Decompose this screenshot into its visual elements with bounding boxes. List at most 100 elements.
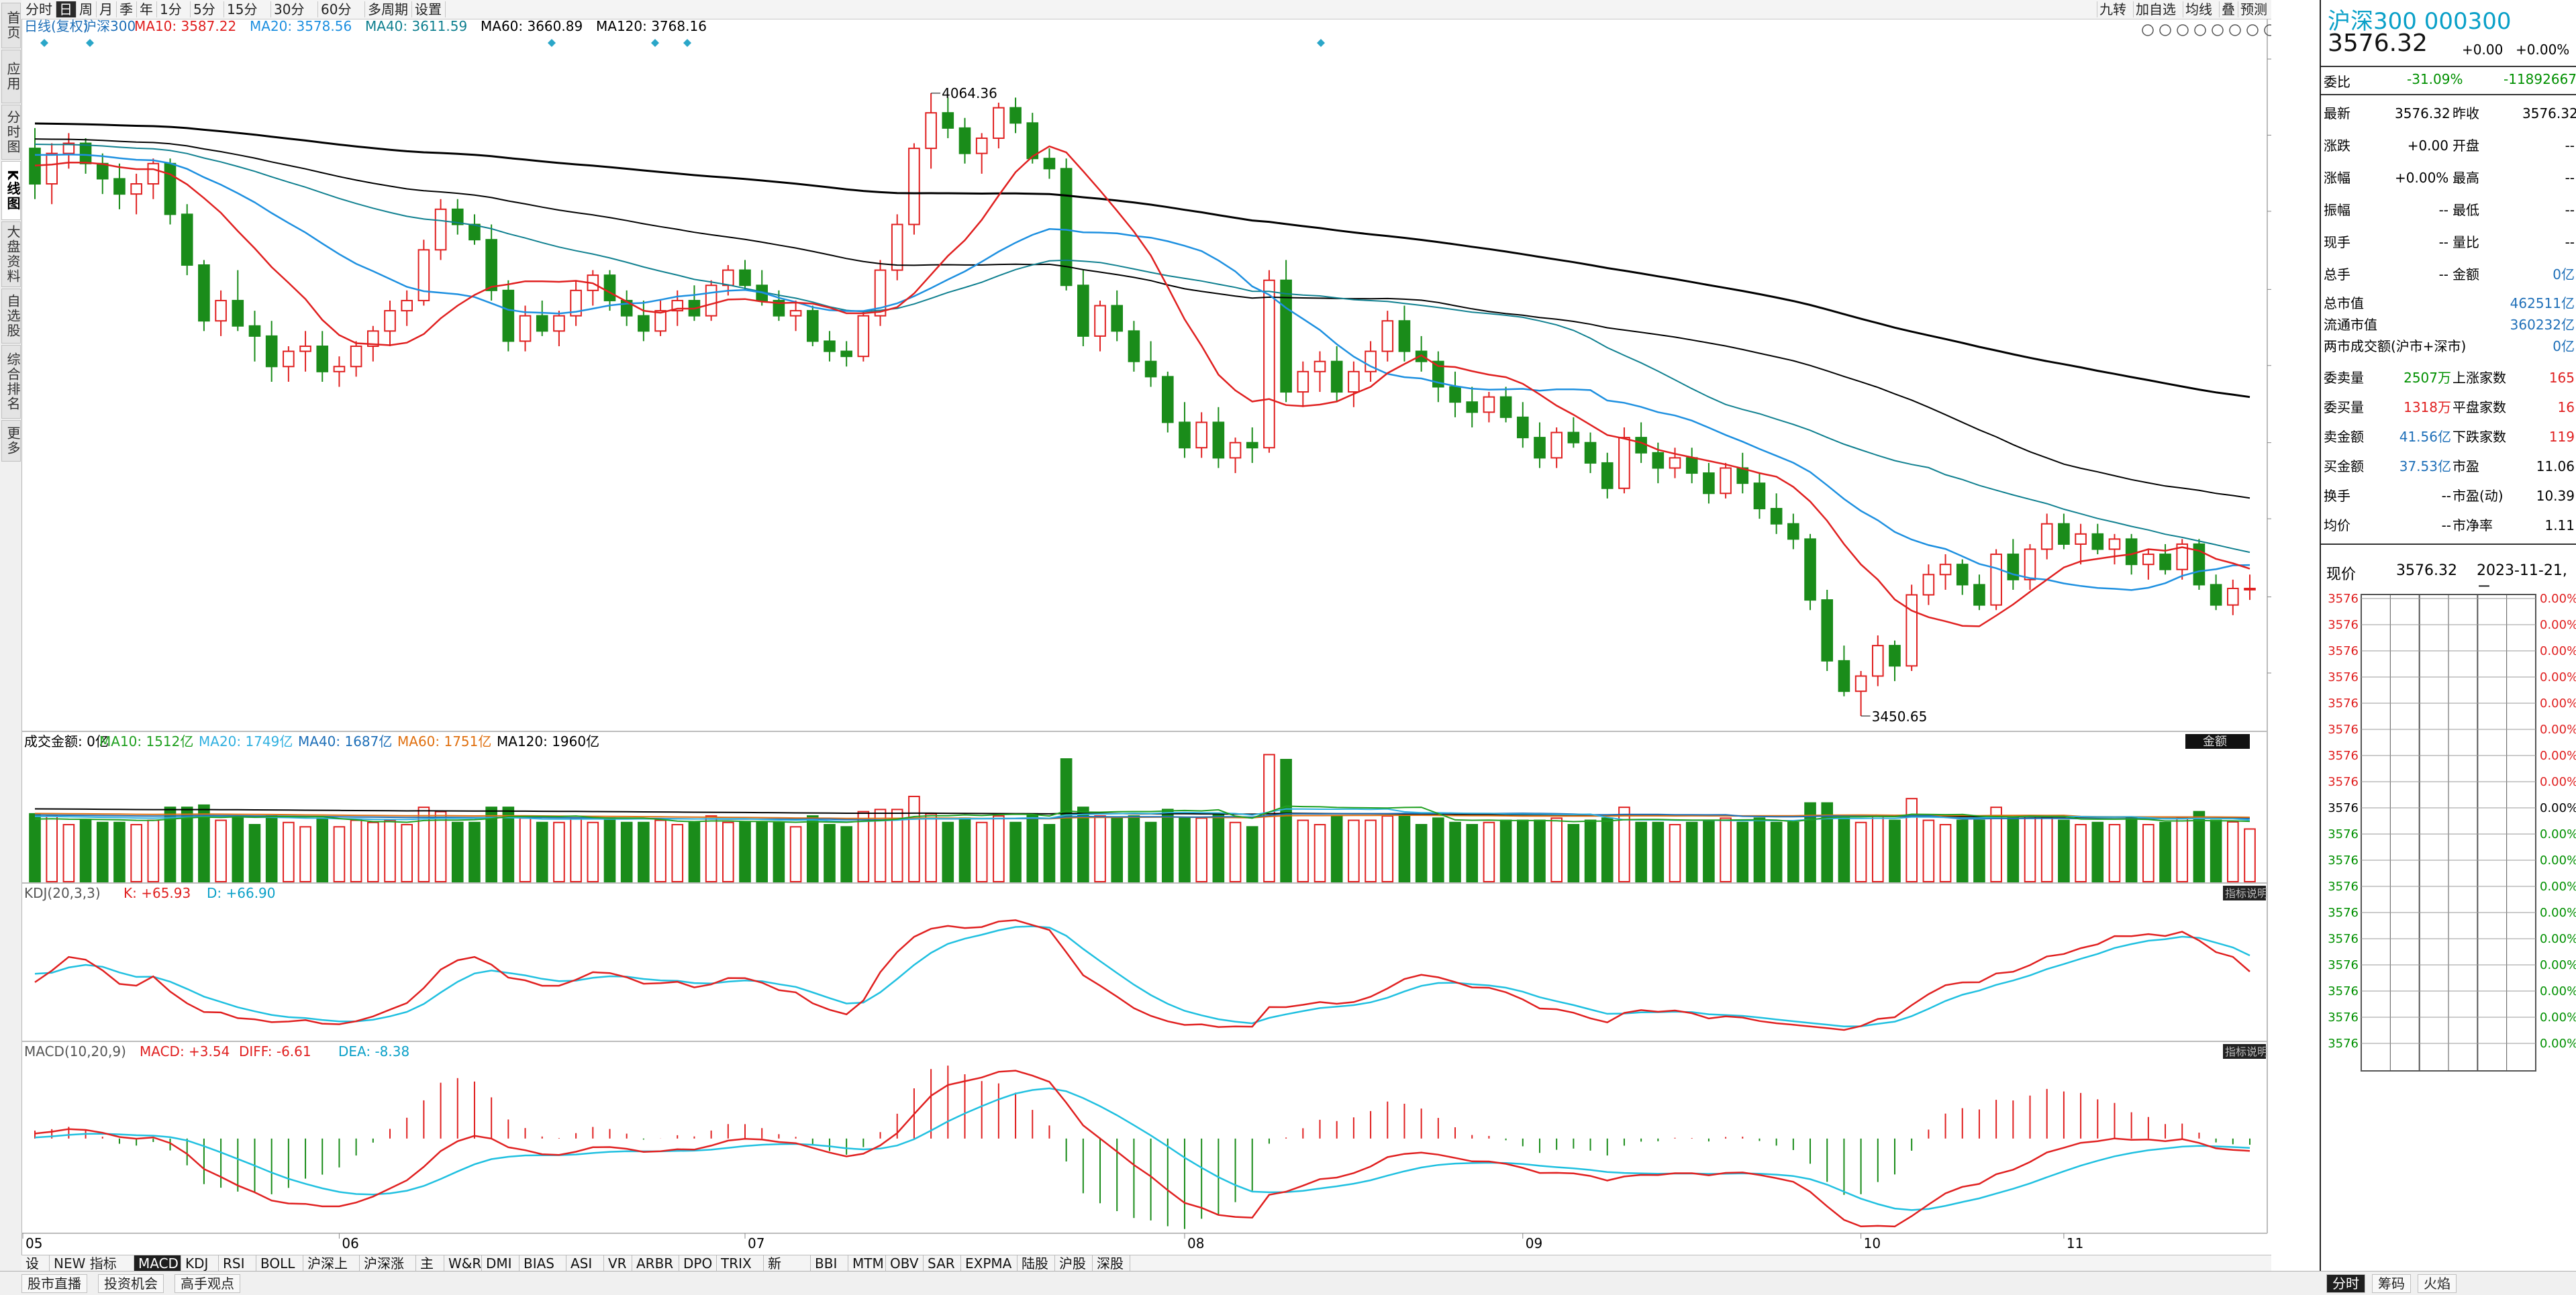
indicator-tab-19[interactable]: MTM (848, 1255, 886, 1272)
macd-help-tag[interactable] (2223, 1044, 2266, 1059)
mini-left-label: 3576 (2328, 880, 2359, 894)
volume-bar (1415, 824, 1428, 882)
candle-body (1601, 462, 1614, 489)
indicator-tab-8[interactable]: 主力 (416, 1255, 444, 1288)
indicator-tab-1[interactable]: NEW 指标广场 (50, 1255, 134, 1288)
indicator-tab-5[interactable]: BOLL (256, 1255, 303, 1272)
quote-row-value: +0.00 (2407, 138, 2448, 154)
period-tab-5[interactable]: 年 (137, 1, 157, 17)
chart-option-button-3[interactable]: 叠 (2219, 1, 2240, 17)
footer-right-tab-0[interactable]: 分时 (2326, 1274, 2365, 1293)
candle-body (2244, 587, 2256, 590)
kline-chart-svg[interactable]: 4098402339483871379637203645356834934064… (21, 18, 2324, 1255)
pane-header-item: MA20: 3578.56 (250, 19, 352, 34)
eye-icon[interactable] (2142, 24, 2154, 36)
nav-item-2[interactable]: 分时图 (1, 105, 21, 160)
indicator-tab-6[interactable]: 沪深上涨数 (303, 1255, 360, 1288)
quote-row-value: +0.00% (2395, 170, 2449, 186)
indicator-tab-25[interactable]: 深股通 (1093, 1255, 1130, 1288)
nav-item-1[interactable]: 应用 (1, 50, 21, 103)
indicator-tab-16[interactable]: TRIX (717, 1255, 764, 1272)
volume-bar (553, 821, 565, 883)
footer-right-tab-1[interactable]: 筹码 (2372, 1274, 2411, 1293)
footer-tab-1[interactable]: 投资机会 (98, 1274, 164, 1293)
chart-option-button-2[interactable]: 均线 (2183, 1, 2221, 17)
candle-body (1263, 279, 1275, 449)
period-tab-1[interactable]: 日 (56, 1, 77, 17)
nav-item-7[interactable]: 更多 (1, 420, 21, 462)
chart-option-button-4[interactable]: 预测 (2238, 1, 2276, 17)
indicator-tab-9[interactable]: W&R (444, 1255, 482, 1272)
mini-price: 3576.32 (2396, 562, 2457, 579)
period-tab-3[interactable]: 月 (97, 1, 117, 17)
period-tab-7[interactable]: 5分 (191, 1, 224, 17)
indicator-tab-4[interactable]: RSI (219, 1255, 256, 1272)
period-tab-8[interactable]: 15分 (224, 1, 271, 17)
candle-body (1144, 360, 1157, 378)
cap-row-value: 462511亿 (2510, 295, 2575, 311)
indicator-tab-24[interactable]: 沪股通 (1055, 1255, 1093, 1288)
indicator-tab-17[interactable]: 新DMA (764, 1255, 811, 1288)
pane-header-item: MA10: 1512亿 (99, 733, 193, 749)
period-tab-10[interactable]: 60分 (318, 1, 365, 17)
volume-bar (620, 821, 633, 883)
kline-chart-area[interactable]: 4098402339483871379637203645356834934064… (21, 18, 2324, 1260)
chart-option-button-1[interactable]: 加自选 (2133, 1, 2185, 17)
period-tab-4[interactable]: 季 (117, 1, 137, 17)
period-tab-12[interactable]: 设置 (412, 1, 446, 17)
indicator-tab-2[interactable]: MACD (134, 1255, 181, 1272)
quote-row-value: -- (2438, 266, 2448, 282)
kdj-help-tag[interactable] (2223, 886, 2266, 900)
nav-item-3[interactable]: K线图 (1, 161, 21, 220)
cap-row-label: 流通市值 (2324, 317, 2377, 333)
zoom-in-icon[interactable] (2246, 24, 2259, 36)
volume-bar (773, 821, 785, 883)
undo-icon[interactable] (2159, 24, 2171, 36)
indicator-tab-18[interactable]: BBI (811, 1255, 848, 1272)
footer-right-tab-2[interactable]: 火焰 (2418, 1274, 2457, 1293)
indicator-tab-3[interactable]: KDJ (181, 1255, 219, 1272)
period-tab-0[interactable]: 分时 (23, 1, 56, 17)
footer-tab-0[interactable]: 股市直播 (21, 1274, 87, 1293)
period-tab-2[interactable]: 周 (77, 1, 97, 17)
period-tab-6[interactable]: 1分 (157, 1, 191, 17)
period-tab-9[interactable]: 30分 (271, 1, 318, 17)
volume-bar (1838, 815, 1850, 882)
nav-item-5[interactable]: 自选股 (1, 289, 21, 344)
indicator-tab-14[interactable]: ARBR (632, 1255, 679, 1272)
volume-bar (333, 826, 346, 882)
stat-row-value: 1318万 (2404, 399, 2451, 415)
indicator-tab-0[interactable]: 设置 (21, 1255, 50, 1288)
mini-left-label: 3576 (2328, 592, 2359, 606)
volume-bar (1432, 817, 1444, 883)
indicator-tab-11[interactable]: BIAS (519, 1255, 566, 1272)
indicator-tab-23[interactable]: 陆股通 (1018, 1255, 1055, 1288)
reset-icon[interactable] (2177, 24, 2189, 36)
footer-tab-2[interactable]: 高手观点 (175, 1274, 240, 1293)
period-tab-11[interactable]: 多周期 (365, 1, 412, 17)
indicator-tab-10[interactable]: DMI (482, 1255, 519, 1272)
indicator-tab-22[interactable]: EXPMA (961, 1255, 1018, 1272)
volume-metric-dropdown[interactable] (2185, 734, 2250, 749)
volume-bar (248, 824, 261, 882)
nav-item-6[interactable]: 综合排名 (1, 345, 21, 419)
indicator-tab-20[interactable]: OBV (886, 1255, 924, 1272)
indicator-tab-13[interactable]: VR (604, 1255, 632, 1272)
nav-item-0[interactable]: 首页 (1, 3, 21, 48)
indicator-tab-15[interactable]: DPO (679, 1255, 717, 1272)
candle-body (1077, 284, 1089, 337)
indicator-tab-21[interactable]: SAR (924, 1255, 961, 1272)
settings-icon[interactable] (2229, 24, 2241, 36)
stat-row-label: 市盈(动) (2453, 488, 2504, 504)
volume-bar (1381, 815, 1394, 882)
nav-item-4[interactable]: 大盘资料 (1, 221, 21, 287)
quote-row: 现手 -- 量比 -- (2321, 227, 2576, 258)
volume-bar (468, 821, 481, 883)
candle-body (638, 315, 650, 332)
indicator-tab-7[interactable]: 沪深涨停数 (360, 1255, 416, 1288)
lock-icon[interactable] (2212, 24, 2224, 36)
macd-diff-line (34, 1070, 2250, 1228)
chart-option-button-0[interactable]: 九转 (2097, 1, 2135, 17)
indicator-tab-12[interactable]: ASI (566, 1255, 604, 1272)
trash-icon[interactable] (2194, 24, 2206, 36)
